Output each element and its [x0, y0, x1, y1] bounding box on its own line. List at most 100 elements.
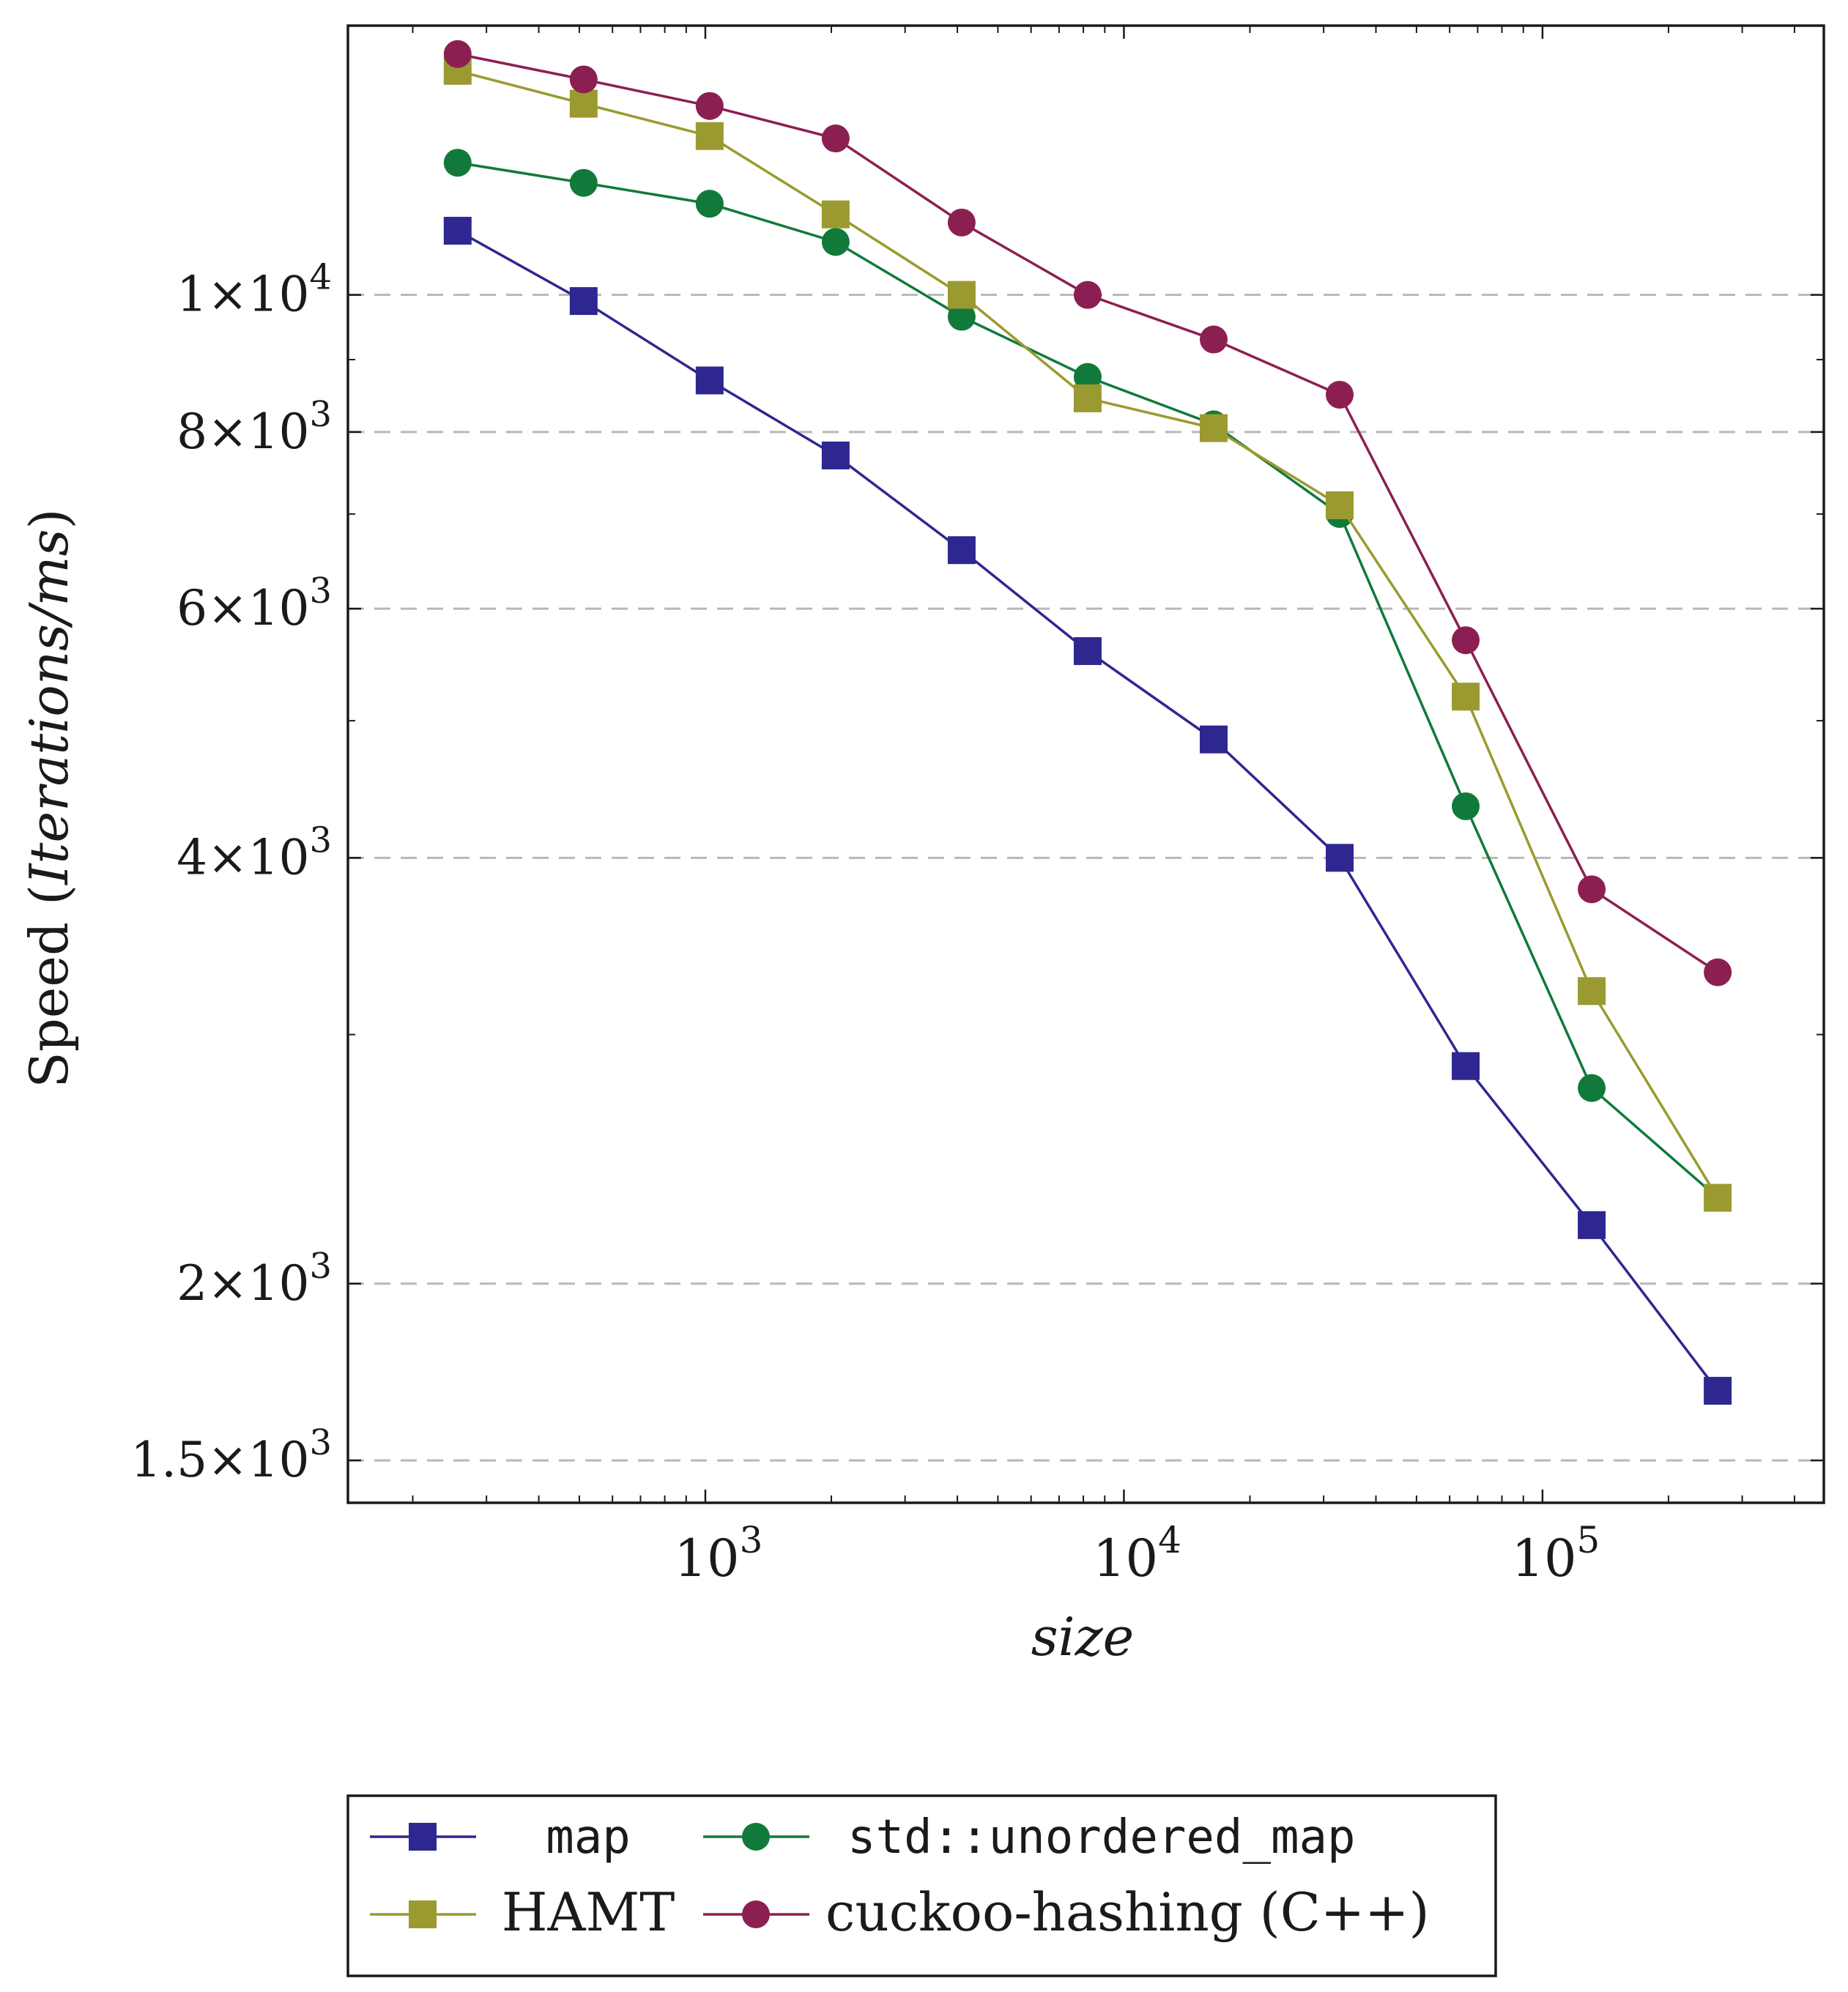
data-point	[443, 217, 472, 245]
y-axis-label: Speed (Iterations/ms)	[18, 508, 80, 1088]
data-point	[1199, 325, 1228, 354]
x-tick-label: 104	[1093, 1519, 1181, 1588]
y-tick-base: 10	[248, 1432, 309, 1488]
y-tick-times: ×	[207, 1255, 248, 1312]
series-line	[457, 70, 1719, 1199]
y-tick-times: ×	[207, 404, 248, 460]
data-point	[1704, 958, 1732, 986]
y-tick-base: 10	[248, 829, 309, 885]
data-point	[1578, 1074, 1606, 1102]
grid-lines	[348, 294, 1824, 1462]
legend-label: cuckoo-hashing (C++)	[825, 1881, 1430, 1943]
y-tick-label: 8×103	[177, 394, 332, 460]
x-axis-label: size	[1031, 1606, 1135, 1668]
y-tick-label: 4×103	[177, 820, 332, 885]
y-tick-label: 2×103	[177, 1246, 332, 1312]
y-tick-base: 10	[248, 1255, 309, 1312]
data-point	[1704, 1377, 1732, 1405]
data-point	[947, 208, 976, 237]
data-point	[1452, 1052, 1480, 1080]
data-point	[569, 65, 598, 94]
series-group	[443, 40, 1732, 1405]
data-point	[1452, 792, 1480, 820]
y-tick-times: ×	[207, 580, 248, 636]
legend-item: map	[370, 1810, 631, 1865]
data-point	[947, 302, 976, 331]
data-point	[1326, 844, 1354, 872]
data-point	[947, 280, 976, 309]
y-tick-times: ×	[207, 1432, 248, 1488]
y-tick-label: 1.5×103	[130, 1422, 332, 1488]
y-tick-mantissa: 1.5	[130, 1432, 207, 1488]
y-tick-base: 10	[248, 404, 309, 460]
x-tick-exponent: 5	[1577, 1519, 1600, 1561]
y-axis-label-close: )	[18, 508, 80, 529]
data-point	[569, 89, 598, 118]
legend-marker	[409, 1823, 437, 1851]
data-point	[1452, 626, 1480, 655]
x-tick-label: 105	[1511, 1519, 1600, 1588]
data-point	[947, 536, 976, 565]
data-point	[695, 92, 724, 120]
series-map	[443, 217, 1732, 1405]
y-tick-mantissa: 8	[177, 404, 207, 460]
x-tick-base: 10	[1511, 1528, 1576, 1588]
y-tick-mantissa: 6	[177, 580, 207, 636]
y-tick-mantissa: 4	[177, 829, 207, 885]
plot-frame	[346, 24, 1825, 1504]
y-tick-exponent: 3	[309, 820, 332, 861]
data-point	[443, 149, 472, 177]
data-point	[1704, 1183, 1732, 1212]
x-tick-exponent: 4	[1158, 1519, 1181, 1561]
x-tick-labels: 103 104 105	[675, 1519, 1600, 1588]
data-point	[821, 200, 850, 228]
y-tick-mantissa: 1	[177, 267, 207, 323]
y-tick-mantissa: 2	[177, 1255, 207, 1312]
data-point	[1452, 683, 1480, 711]
data-point	[821, 124, 850, 153]
y-tick-exponent: 4	[309, 257, 332, 298]
y-tick-label: 6×103	[177, 571, 332, 636]
series-cuckoo-hashing-c-	[443, 40, 1732, 986]
x-tick-base: 10	[1093, 1528, 1158, 1588]
y-tick-exponent: 3	[309, 1422, 332, 1463]
legend-label: map	[546, 1810, 631, 1865]
data-point	[1578, 977, 1606, 1006]
y-tick-base: 10	[248, 580, 309, 636]
y-tick-exponent: 3	[309, 571, 332, 612]
x-ticks	[412, 26, 1795, 1503]
data-point	[1073, 637, 1102, 666]
y-tick-times: ×	[207, 267, 248, 323]
data-point	[569, 168, 598, 197]
y-axis-label-main: Speed (	[18, 885, 80, 1088]
legend-label: std::unordered_map	[847, 1810, 1356, 1865]
data-point	[1326, 491, 1354, 519]
y-tick-base: 10	[248, 267, 309, 323]
y-tick-exponent: 3	[309, 1246, 332, 1287]
data-point	[443, 40, 472, 68]
data-point	[695, 366, 724, 395]
data-point	[695, 122, 724, 150]
x-tick-label: 103	[675, 1519, 763, 1588]
series-hamt	[443, 56, 1732, 1212]
data-point	[1199, 725, 1228, 754]
y-axis-label-units: Iterations/ms	[18, 529, 80, 885]
legend-marker	[409, 1900, 437, 1928]
y-ticks	[348, 294, 1824, 1462]
legend-item: std::unordered_map	[703, 1810, 1356, 1865]
y-tick-exponent: 3	[309, 394, 332, 435]
data-point	[1326, 380, 1354, 409]
y-tick-times: ×	[207, 829, 248, 885]
x-tick-exponent: 3	[740, 1519, 763, 1561]
data-point	[1073, 384, 1102, 412]
data-point	[1073, 363, 1102, 391]
x-tick-base: 10	[675, 1528, 740, 1588]
data-point	[695, 190, 724, 218]
data-point	[821, 228, 850, 256]
data-point	[821, 441, 850, 469]
legend-frame	[346, 1794, 1497, 1977]
legend-marker	[742, 1823, 770, 1851]
